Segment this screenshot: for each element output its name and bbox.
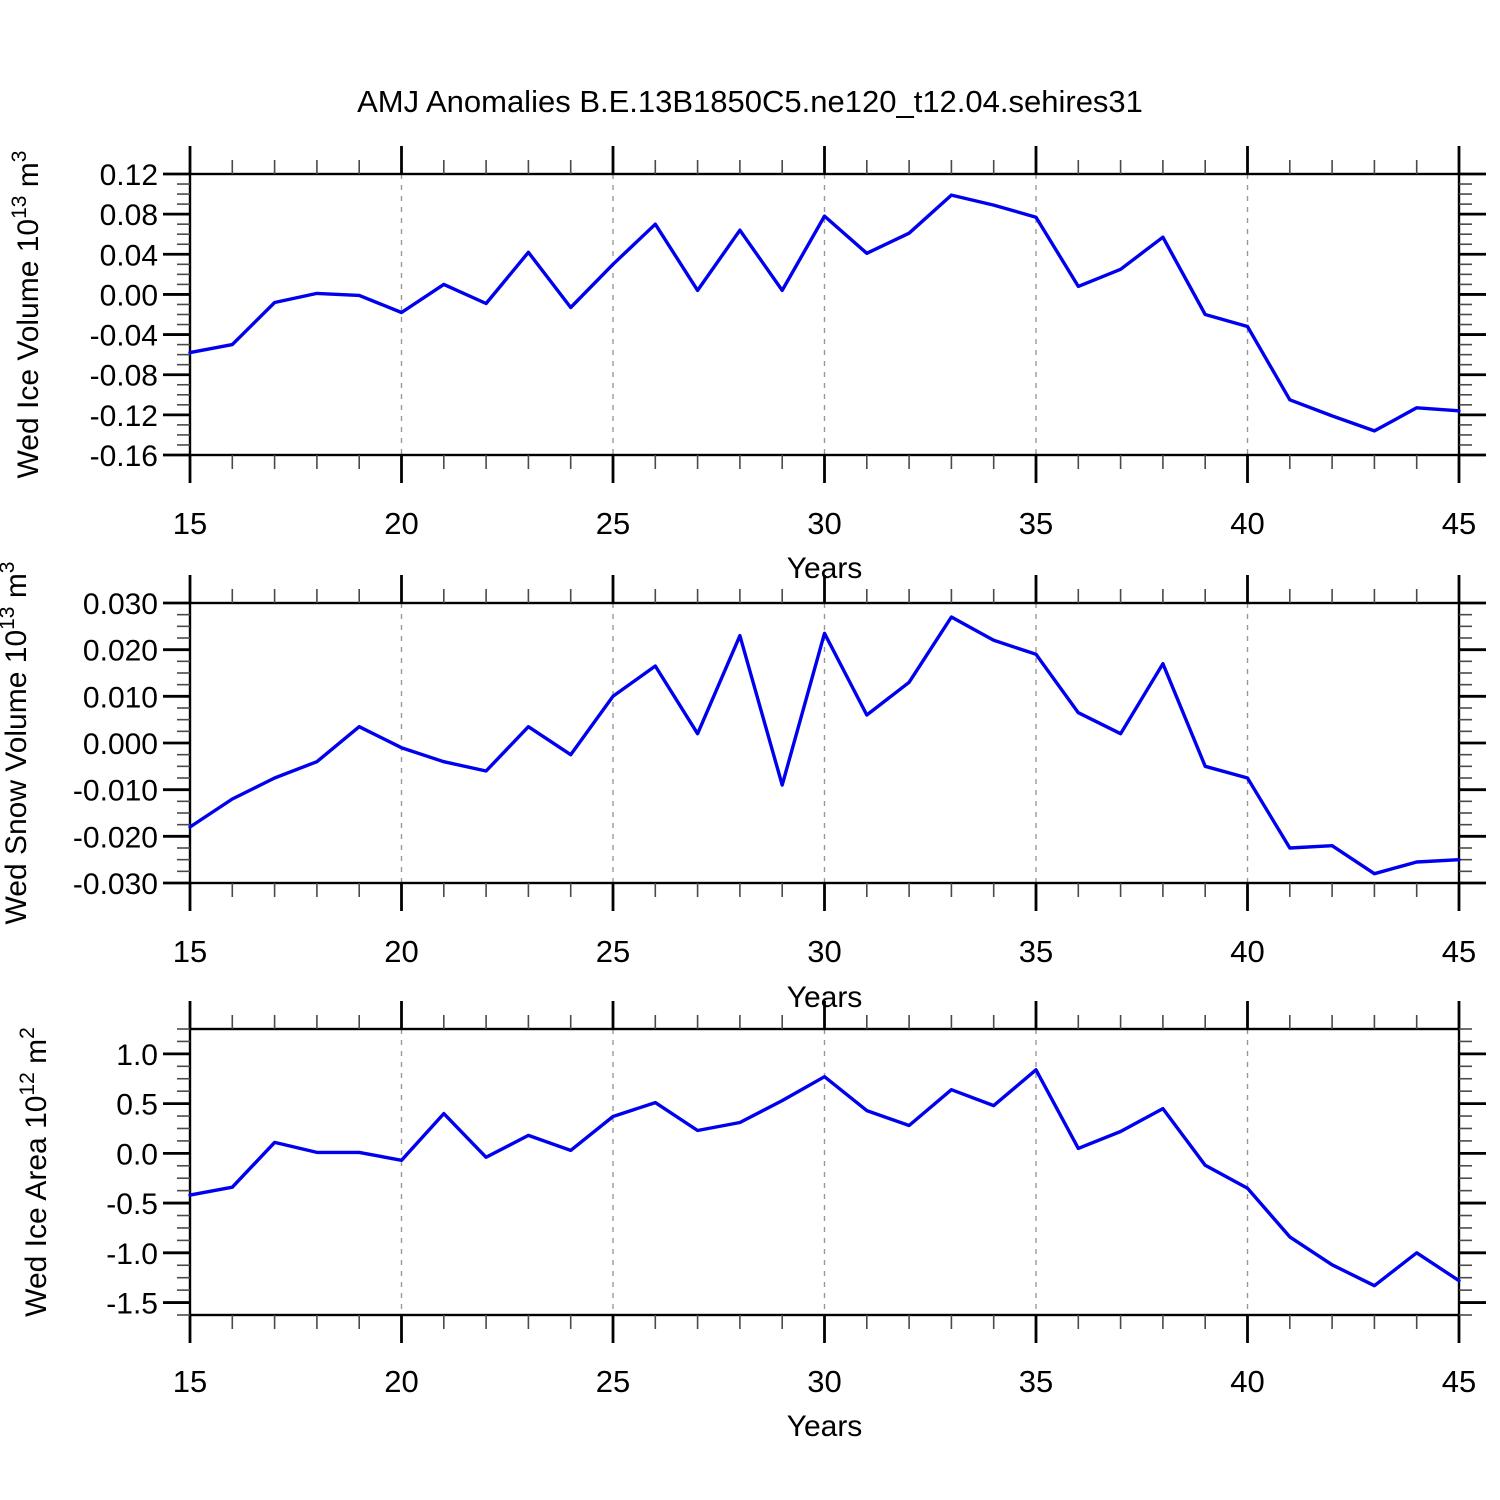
y-tick-label: 0.020 — [83, 635, 158, 668]
y-tick-label: -0.16 — [90, 440, 158, 473]
y-tick-label: -0.04 — [90, 320, 158, 353]
x-tick-label: 20 — [384, 1364, 418, 1399]
x-tick-label: 40 — [1230, 934, 1264, 969]
y-tick-label: -0.5 — [106, 1188, 158, 1221]
y-tick-label: -0.08 — [90, 360, 158, 393]
y-tick-label: 0.12 — [100, 159, 158, 192]
x-tick-label: 25 — [596, 934, 630, 969]
x-tick-label: 30 — [807, 506, 841, 541]
plot-frame — [188, 601, 1461, 885]
data-line-wed-ice-area — [188, 1068, 1461, 1288]
x-axis-title: Years — [787, 1410, 863, 1443]
y-tick-label: 0.04 — [100, 239, 158, 272]
x-tick-label: 35 — [1019, 934, 1053, 969]
x-tick-label: 35 — [1019, 1364, 1053, 1399]
x-tick-label: 20 — [384, 934, 418, 969]
y-tick-label: 0.010 — [83, 681, 158, 714]
y-axis-title: Wed Ice Area 1012 m2 — [16, 1027, 53, 1317]
data-line-wed-ice-volume — [188, 193, 1461, 433]
x-tick-label: 25 — [596, 506, 630, 541]
x-tick-label: 30 — [807, 1364, 841, 1399]
y-axis-title: Wed Ice Volume 1013 m3 — [8, 151, 45, 479]
y-axis-title: Wed Snow Volume 1013 m3 — [0, 562, 33, 925]
y-tick-label: 0.08 — [100, 199, 158, 232]
x-tick-label: 40 — [1230, 1364, 1264, 1399]
x-tick-label: 45 — [1442, 934, 1476, 969]
y-tick-label: 1.0 — [116, 1039, 158, 1072]
y-tick-label: -0.12 — [90, 400, 158, 433]
x-tick-label: 15 — [173, 1364, 207, 1399]
y-tick-label: 0.030 — [83, 588, 158, 621]
x-tick-label: 15 — [173, 934, 207, 969]
figure-title: AMJ Anomalies B.E.13B1850C5.ne120_t12.04… — [357, 84, 1143, 119]
y-tick-label: -1.0 — [106, 1238, 158, 1271]
x-tick-label: 20 — [384, 506, 418, 541]
x-tick-label: 15 — [173, 506, 207, 541]
y-tick-label: 0.5 — [116, 1089, 158, 1122]
y-tick-label: 0.0 — [116, 1138, 158, 1171]
y-tick-label: -0.030 — [73, 868, 158, 901]
x-tick-label: 25 — [596, 1364, 630, 1399]
panel-wed-ice-volume: 15 20 25 30 35 40 45Years0.120.080.040.00-0.04… — [8, 146, 1486, 585]
y-tick-label: -0.010 — [73, 775, 158, 808]
y-tick-label: 0.00 — [100, 279, 158, 312]
y-tick-label: -1.5 — [106, 1288, 158, 1321]
x-tick-label: 45 — [1442, 506, 1476, 541]
x-tick-label: 45 — [1442, 1364, 1476, 1399]
panel-wed-snow-volume: 15 20 25 30 35 40 45Years0.0300.0200.0100.000-… — [0, 562, 1486, 1014]
x-tick-label: 35 — [1019, 506, 1053, 541]
x-tick-label: 40 — [1230, 506, 1264, 541]
y-tick-label: -0.020 — [73, 821, 158, 854]
y-tick-label: 0.000 — [83, 728, 158, 761]
panel-wed-ice-area: 15 20 25 30 35 40 45 Years 1.0 0.5 0.0 -0.5 -1.0 -1.5… — [16, 1001, 1486, 1443]
x-tick-label: 30 — [807, 934, 841, 969]
data-line-wed-snow-volume — [188, 615, 1461, 876]
